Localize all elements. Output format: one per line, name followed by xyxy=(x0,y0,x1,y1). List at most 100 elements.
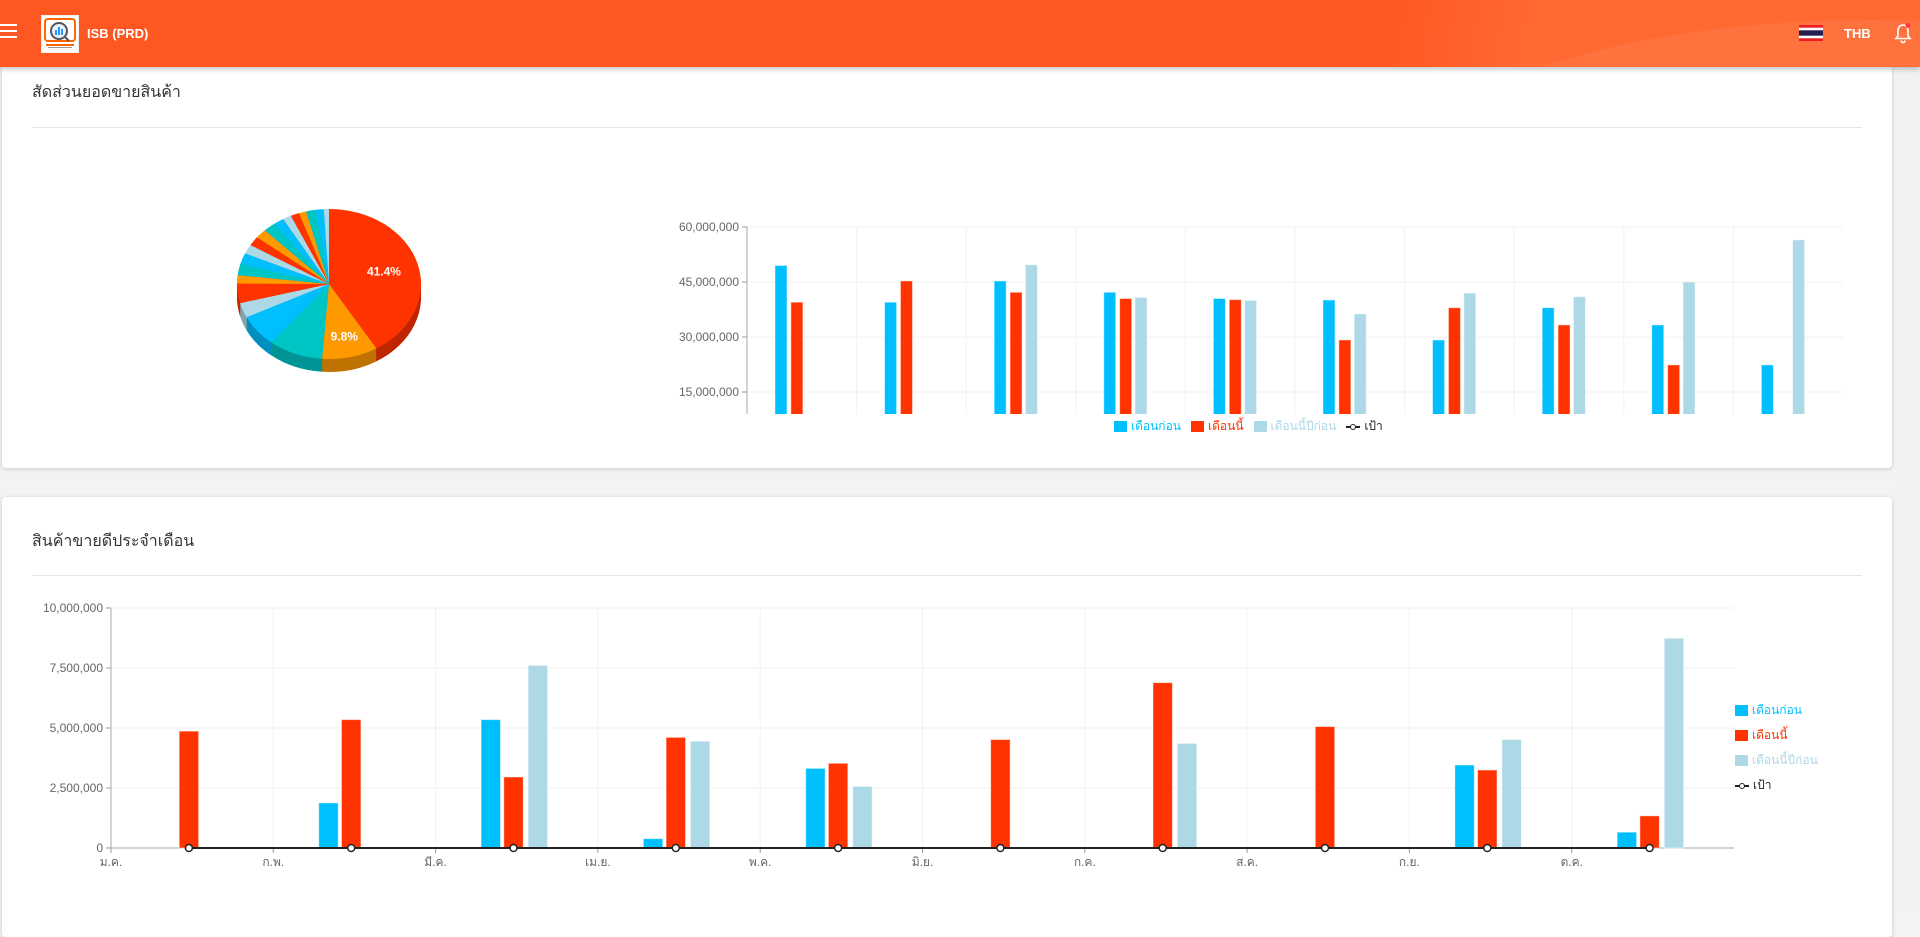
bar-1 xyxy=(340,719,362,849)
bar-0 xyxy=(642,838,664,849)
pie-slice xyxy=(283,215,329,284)
target-point xyxy=(1158,843,1167,853)
pie-slice xyxy=(323,209,329,284)
legend-label: เดือนนี้ปีก่อน xyxy=(1752,753,1818,767)
target-point xyxy=(671,843,681,853)
x-tick-label: พ.ค. xyxy=(749,855,772,869)
bar-0 xyxy=(1212,298,1226,414)
pie-slice xyxy=(245,245,329,284)
bar-2 xyxy=(1244,299,1258,414)
bar-1 xyxy=(1557,324,1571,414)
bar-2 xyxy=(1463,292,1477,414)
hamburger-icon[interactable] xyxy=(0,24,18,40)
bar-1 xyxy=(503,776,524,849)
pie-slice xyxy=(240,284,329,318)
pie-slice xyxy=(237,275,329,284)
pie-slice xyxy=(271,284,329,359)
legend-label: เดือนนี้ xyxy=(1207,419,1244,433)
y-tick-label: 2,500,000 xyxy=(50,781,104,795)
bar-1 xyxy=(1667,364,1681,414)
bar-2 xyxy=(1663,637,1685,849)
x-tick-label: ก.ย. xyxy=(1399,855,1420,869)
legend-swatch xyxy=(1735,730,1748,741)
bar-2 xyxy=(1682,281,1696,414)
bar-0 xyxy=(318,802,339,849)
pie-slice xyxy=(264,223,329,284)
bar-1 xyxy=(1228,299,1242,414)
x-tick-label: เม.ย. xyxy=(585,855,611,869)
bar-1 xyxy=(1447,307,1461,414)
bar-2 xyxy=(1792,239,1806,414)
legend-swatch xyxy=(1190,421,1204,432)
legend-item[interactable]: เดือนนี้ปีก่อน xyxy=(1735,751,1818,770)
pie-slice xyxy=(250,237,329,284)
y-tick-label: 15,000,000 xyxy=(679,385,739,399)
bar-2 xyxy=(527,664,549,849)
x-tick-label: ส.ค. xyxy=(1236,855,1258,869)
bell-icon[interactable] xyxy=(1893,22,1913,44)
legend-item[interactable]: เดือนนี้ xyxy=(1735,726,1818,745)
section-title: สินค้าขายดีประจำเดือน xyxy=(32,533,195,550)
pie-slice xyxy=(306,209,329,284)
legend-item[interactable]: เป้า xyxy=(1346,417,1383,436)
legend-label: เดือนก่อน xyxy=(1131,419,1181,433)
bar-0 xyxy=(884,301,898,414)
target-point xyxy=(1483,843,1492,853)
bar-1 xyxy=(1152,682,1173,849)
pie-slice xyxy=(246,284,329,343)
pie-slice xyxy=(237,283,329,304)
pie-slice xyxy=(290,213,329,284)
x-tick-label: ก.ค. xyxy=(1074,855,1096,869)
bar-1 xyxy=(1119,298,1133,414)
bar-1 xyxy=(899,280,913,414)
legend-item[interactable]: เป้า xyxy=(1735,776,1818,795)
bar-0 xyxy=(1651,324,1665,414)
legend-item[interactable]: เดือนก่อน xyxy=(1114,417,1181,436)
pie-slice xyxy=(298,211,329,284)
top-app-bar: ISB (PRD) THB xyxy=(0,0,1920,67)
page-scrollbar[interactable] xyxy=(1898,67,1920,910)
pie-slice xyxy=(315,209,329,284)
bar-2 xyxy=(689,740,711,849)
pie-slice xyxy=(274,218,329,284)
legend-swatch xyxy=(1114,421,1127,432)
legend-item[interactable]: เดือนนี้ xyxy=(1190,417,1244,436)
bar-1 xyxy=(1639,815,1660,849)
bar-1 xyxy=(1009,291,1023,414)
bar-0 xyxy=(1616,831,1638,849)
pie-chart: 41.4% 9.8% xyxy=(237,209,421,372)
thailand-flag-icon[interactable] xyxy=(1799,25,1823,41)
app-logo[interactable] xyxy=(41,15,79,53)
pie-slice xyxy=(240,253,329,284)
bar-2 xyxy=(1572,296,1586,414)
bar-1 xyxy=(1338,339,1352,414)
pie-slice xyxy=(257,230,329,284)
currency-selector[interactable]: THB xyxy=(1844,26,1871,41)
x-tick-label: ม.ค. xyxy=(100,855,123,869)
y-tick-label: 30,000,000 xyxy=(679,330,739,344)
target-point xyxy=(1320,843,1330,853)
pie-slice-label: 41.4% xyxy=(367,265,401,279)
sales-proportion-card: สัดส่วนยอดขายสินค้า 41.4%9.8% 015,000,00… xyxy=(2,64,1892,468)
pie-slice xyxy=(329,209,421,349)
target-point xyxy=(833,843,843,853)
legend-swatch xyxy=(1253,421,1267,432)
y-tick-label: 45,000,000 xyxy=(679,275,739,289)
legend-label: เป้า xyxy=(1364,419,1383,433)
legend-label: เดือนนี้ xyxy=(1752,728,1788,742)
legend-swatch xyxy=(1735,755,1748,766)
legend-line-marker-icon xyxy=(1735,781,1749,790)
bar-0 xyxy=(993,280,1007,414)
legend-item[interactable]: เดือนก่อน xyxy=(1735,701,1818,720)
bar-0 xyxy=(1322,299,1336,414)
bar-1 xyxy=(990,739,1011,849)
pie-slice xyxy=(237,263,329,284)
legend-item[interactable]: เดือนนี้ปีก่อน xyxy=(1253,417,1336,436)
y-tick-label: 10,000,000 xyxy=(43,601,103,615)
bar-0 xyxy=(1454,764,1475,849)
bar-1 xyxy=(1477,769,1498,849)
best-selling-bar-chart: 0 2,500,000 5,000,000 7,500,000 10,000,000 ม.… xyxy=(43,601,1734,869)
target-point xyxy=(996,843,1005,853)
bar-0 xyxy=(1541,307,1555,414)
x-tick-label: มิ.ย. xyxy=(912,855,934,869)
